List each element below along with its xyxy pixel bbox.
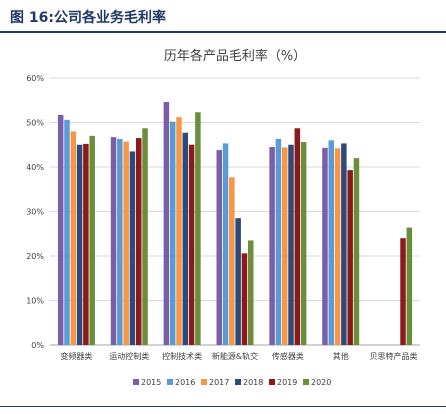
y-tick-label: 0%	[31, 341, 44, 350]
bar-2016	[169, 121, 176, 345]
y-tick-label: 40%	[26, 163, 44, 172]
bottom-rule	[0, 406, 446, 407]
legend-swatch-2018	[235, 379, 241, 385]
chart-title: 历年各产品毛利率（%）	[164, 48, 306, 64]
bar-2019	[83, 143, 89, 345]
bar-chart: 历年各产品毛利率（%） 0% 10% 20% 30% 40% 50% 60% 变频器类 运动控制类…	[26, 48, 420, 387]
bar-2019	[294, 128, 301, 345]
bar-2019	[188, 144, 195, 345]
legend-swatch-2017	[201, 379, 207, 385]
x-tick-label: 运动控制类	[109, 351, 149, 361]
bar-2016	[275, 138, 282, 345]
bar-2017	[334, 148, 341, 345]
bar-2015	[216, 150, 222, 345]
bar-2018	[182, 132, 189, 345]
x-tick-label: 传感器类	[272, 351, 304, 361]
legend-label-2018: 2018	[243, 378, 263, 387]
bar-2019	[400, 238, 406, 345]
bar-2017	[70, 131, 77, 345]
chart-frame: 历年各产品毛利率（%） 0% 10% 20% 30% 40% 50% 60% 变频器类 运动控制类…	[0, 36, 446, 404]
figure-header: 图 16:公司各业务毛利率	[0, 0, 446, 30]
x-tick-label: 变频器类	[60, 351, 92, 361]
y-tick-label: 20%	[26, 252, 44, 261]
bar-2017	[229, 177, 235, 345]
y-tick-label: 60%	[26, 74, 44, 83]
legend-label-2015: 2015	[141, 378, 161, 387]
bar-2018	[235, 218, 241, 345]
bar-2020	[89, 135, 95, 345]
bar-2015	[110, 137, 117, 345]
x-tick-label: 贝思特产品类	[370, 351, 418, 361]
bar-2020	[300, 142, 307, 345]
bar-2017	[281, 147, 288, 345]
y-tick-label: 10%	[26, 297, 44, 306]
bar-2020	[406, 227, 413, 345]
bar-2019	[347, 170, 353, 345]
bar-2015	[57, 114, 64, 345]
legend-label-2020: 2020	[311, 378, 331, 387]
bar-2018	[76, 144, 83, 345]
legend-swatch-2016	[167, 379, 173, 385]
y-tick-label: 50%	[26, 119, 44, 128]
figure-title: 图 16:公司各业务毛利率	[10, 10, 166, 26]
title-rule	[0, 31, 446, 33]
legend-swatch-2015	[133, 379, 139, 385]
y-tick-label: 30%	[26, 208, 44, 217]
bar-2016	[222, 143, 229, 345]
bar-2016	[64, 119, 70, 345]
bar-2015	[163, 102, 170, 345]
legend-swatch-2020	[303, 379, 309, 385]
bar-2018	[129, 151, 136, 345]
bar-2020	[142, 128, 148, 345]
legend-label-2019: 2019	[277, 378, 297, 387]
bar-2020	[248, 240, 254, 345]
bar-2019	[135, 138, 142, 345]
bar-2016	[117, 138, 123, 345]
x-tick-label: 新能源&轨交	[212, 351, 258, 361]
legend-label-2017: 2017	[209, 378, 229, 387]
x-tick-label: 其他	[333, 351, 349, 361]
x-tick-label: 控制技术类	[162, 351, 202, 361]
legend-swatch-2019	[269, 379, 275, 385]
legend-label-2016: 2016	[175, 378, 195, 387]
bar-2019	[241, 253, 248, 345]
bar-2018	[288, 144, 294, 345]
bar-2018	[341, 143, 347, 345]
bar-2020	[195, 112, 201, 345]
bar-2015	[322, 147, 328, 345]
bar-2020	[353, 158, 360, 345]
bar-2017	[123, 141, 129, 345]
bar-2017	[176, 117, 182, 345]
bar-2016	[328, 140, 335, 345]
bar-2015	[269, 146, 275, 345]
